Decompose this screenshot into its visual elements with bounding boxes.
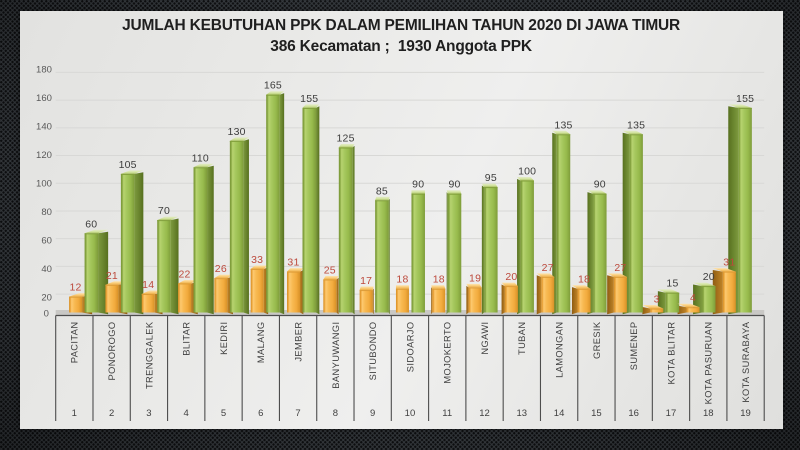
svg-text:60: 60 [85,218,97,230]
svg-text:18: 18 [396,274,408,286]
svg-text:100: 100 [518,166,536,178]
svg-text:22: 22 [178,268,190,280]
svg-text:JEMBER: JEMBER [293,322,303,362]
svg-text:3: 3 [653,294,659,306]
svg-text:18: 18 [432,274,444,286]
svg-text:7: 7 [295,408,300,419]
svg-text:0: 0 [43,309,48,320]
svg-text:15: 15 [591,408,602,419]
svg-text:135: 135 [554,119,572,131]
svg-text:20: 20 [505,271,517,283]
svg-text:85: 85 [375,185,387,197]
svg-text:4: 4 [690,292,696,304]
svg-text:14: 14 [142,279,154,291]
svg-text:25: 25 [323,265,335,277]
svg-text:5: 5 [220,408,225,419]
svg-text:135: 135 [627,119,645,131]
svg-text:KEDIRI: KEDIRI [219,322,229,355]
svg-text:GRESIK: GRESIK [591,321,601,359]
svg-text:11: 11 [442,408,452,419]
svg-text:100: 100 [36,178,52,189]
svg-text:18: 18 [578,274,590,286]
svg-text:60: 60 [41,236,52,247]
svg-text:4: 4 [183,408,188,419]
svg-text:19: 19 [740,408,751,419]
svg-text:PACITAN: PACITAN [69,322,79,364]
svg-text:12: 12 [69,282,81,294]
svg-text:13: 13 [516,408,527,419]
svg-text:SUMENEP: SUMENEP [629,322,639,371]
svg-text:130: 130 [227,126,245,138]
svg-text:125: 125 [336,133,354,145]
svg-text:3: 3 [146,408,151,419]
svg-text:90: 90 [448,179,460,191]
svg-text:NGAWI: NGAWI [480,322,490,355]
svg-text:LAMONGAN: LAMONGAN [554,322,564,378]
svg-text:12: 12 [479,408,490,419]
svg-text:155: 155 [300,93,318,105]
svg-text:BLITAR: BLITAR [181,322,191,356]
svg-text:27: 27 [541,262,553,274]
svg-text:16: 16 [628,408,639,419]
svg-text:17: 17 [360,275,372,287]
svg-text:14: 14 [553,408,564,419]
svg-text:TUBAN: TUBAN [517,322,527,356]
svg-text:15: 15 [666,278,678,290]
svg-text:70: 70 [158,205,170,217]
svg-text:BANYUWANGI: BANYUWANGI [330,322,340,389]
svg-text:90: 90 [412,179,424,191]
svg-text:KOTA BLITAR: KOTA BLITAR [666,322,676,385]
svg-text:19: 19 [469,272,481,284]
svg-text:21: 21 [105,270,117,282]
svg-text:140: 140 [36,121,52,132]
svg-text:9: 9 [370,408,375,419]
svg-text:KOTA PASURUAN: KOTA PASURUAN [703,322,713,405]
svg-text:PONOROGO: PONOROGO [107,322,117,381]
svg-text:27: 27 [614,262,626,274]
svg-text:165: 165 [263,80,281,92]
svg-text:110: 110 [191,152,208,164]
svg-text:31: 31 [723,257,735,269]
svg-text:1: 1 [71,408,76,419]
svg-text:8: 8 [332,408,337,419]
svg-text:120: 120 [36,150,52,161]
svg-text:95: 95 [484,172,496,184]
svg-text:105: 105 [118,159,136,171]
svg-text:40: 40 [41,264,52,275]
svg-text:2: 2 [109,408,114,419]
svg-text:SITUBONDO: SITUBONDO [368,322,378,381]
svg-text:10: 10 [404,408,415,419]
svg-text:KOTA SURABAYA: KOTA SURABAYA [741,321,751,403]
svg-text:31: 31 [287,257,299,269]
svg-text:180: 180 [36,64,52,75]
svg-text:90: 90 [593,179,605,191]
svg-text:33: 33 [251,254,263,266]
svg-text:20: 20 [702,271,714,283]
svg-text:160: 160 [36,93,52,104]
svg-text:MOJOKERTO: MOJOKERTO [442,322,452,384]
svg-text:MALANG: MALANG [256,322,266,364]
svg-text:17: 17 [665,408,676,419]
svg-text:20: 20 [41,293,52,304]
svg-text:SIDOARJO: SIDOARJO [405,322,415,373]
svg-text:6: 6 [258,408,263,419]
svg-text:26: 26 [214,263,226,275]
svg-text:TRENGGALEK: TRENGGALEK [144,321,154,389]
svg-text:155: 155 [736,93,754,105]
svg-text:80: 80 [41,207,52,218]
svg-text:18: 18 [703,408,714,419]
